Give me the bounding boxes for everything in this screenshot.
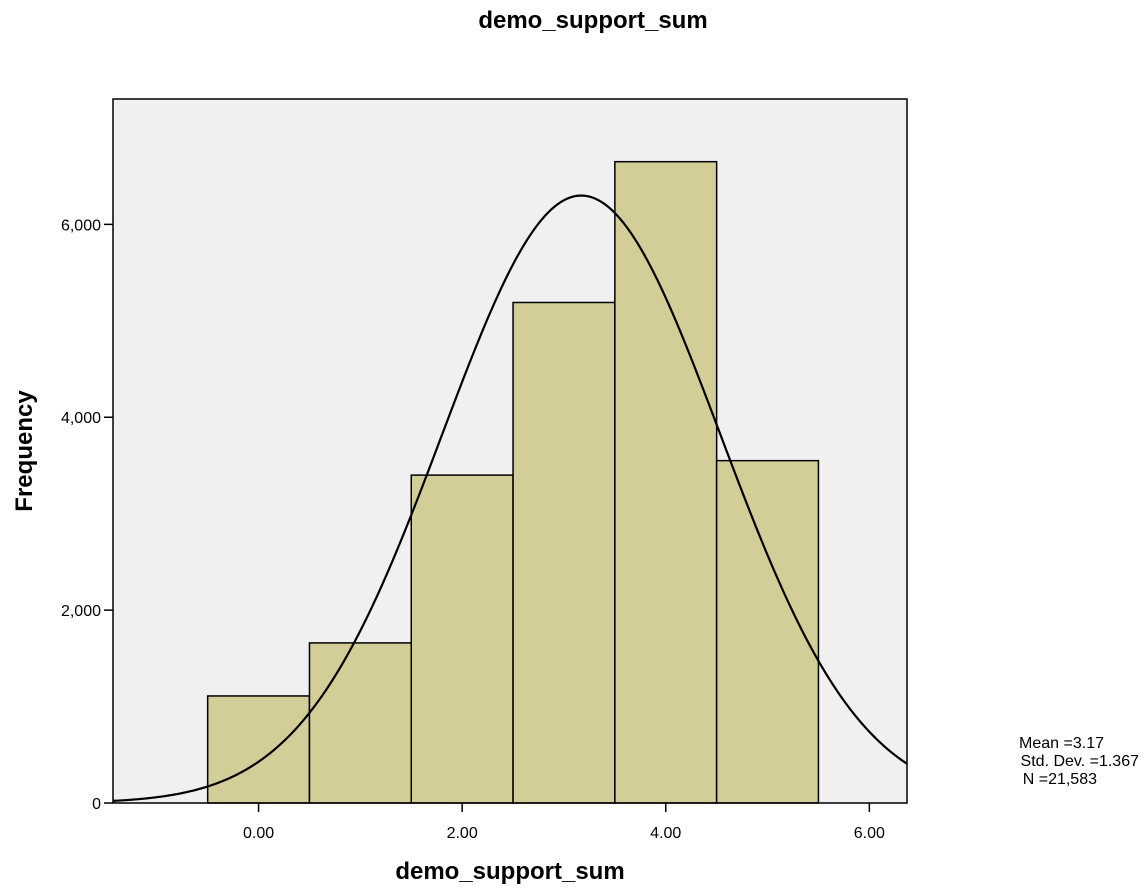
x-tick-label: 4.00 [650, 825, 681, 842]
histogram-bar-4 [614, 160, 718, 804]
stats-n: N =21,583 [1023, 771, 1097, 788]
bars-group [206, 160, 820, 804]
stats-mean: Mean =3.17 [1019, 735, 1104, 752]
y-axis: 0 2,000 4,000 6,000 [61, 217, 113, 813]
y-tick-label: 6,000 [61, 217, 101, 234]
y-axis-label: Frequency [11, 390, 38, 512]
x-tick-label: 0.00 [243, 825, 274, 842]
histogram-bar-2 [410, 474, 514, 804]
x-axis: 0.00 2.00 4.00 6.00 [243, 803, 885, 842]
normal-curve [112, 194, 908, 802]
x-axis-label: demo_support_sum [395, 858, 624, 885]
x-tick-label: 6.00 [854, 825, 885, 842]
histogram-bar-3 [512, 301, 616, 804]
stats-std-dev: Std. Dev. =1.367 [1021, 753, 1140, 770]
chart-title: demo_support_sum [478, 7, 707, 34]
y-tick-label: 2,000 [61, 603, 101, 620]
y-tick-label: 4,000 [61, 410, 101, 427]
histogram-bar-0 [206, 695, 311, 804]
stats-legend: Mean =3.17 Std. Dev. =1.367 N =21,583 [1019, 735, 1139, 788]
x-tick-label: 2.00 [447, 825, 478, 842]
histogram-bar-1 [308, 642, 413, 804]
y-tick-label: 0 [92, 796, 101, 813]
plot-frame [112, 98, 908, 804]
